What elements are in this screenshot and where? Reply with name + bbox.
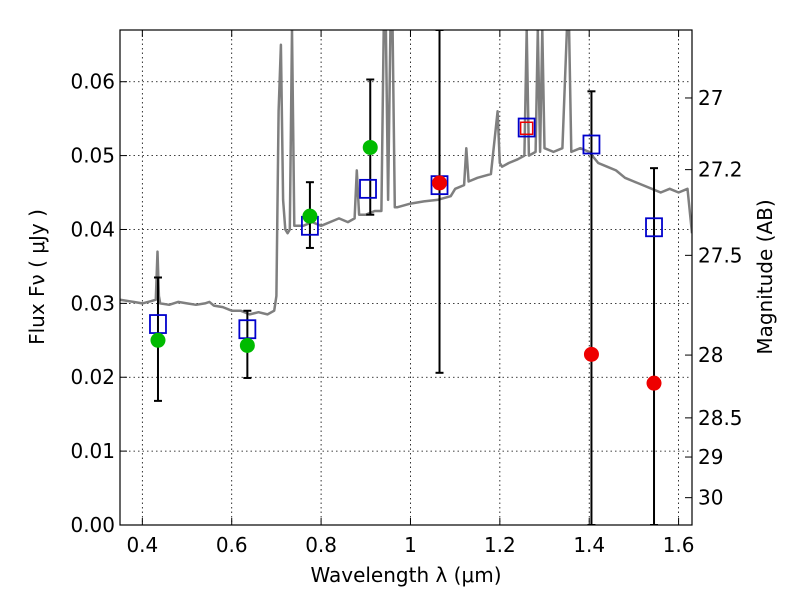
green-observed-point [362,139,378,155]
y-tick-label: 0.06 [70,70,115,94]
magnitude-tick-label: 27.5 [698,243,743,267]
y-tick-label: 0.03 [70,291,115,315]
plot-frame [119,29,693,526]
x-tick-label: 1.4 [573,533,605,557]
magnitude-tick-label: 30 [698,486,723,510]
model-square-point [645,217,663,238]
green-observed-point [239,337,255,353]
x-axis-title: Wavelength λ (μm) [310,563,501,587]
green-observed-point [302,208,318,224]
green-observed-point [150,332,166,348]
plot-background [120,30,692,525]
y-tick-label: 0.01 [70,439,115,463]
red-observed-point [583,346,599,362]
y-tick-label: 0.00 [70,513,115,537]
model-square-point [517,117,536,138]
spectrum-layer [120,30,692,316]
x-tick-label: 0.6 [216,533,248,557]
spectrum-line [120,30,692,316]
red-observed-point [646,375,662,391]
model-photometry [149,117,663,340]
y-axis-ticks: 0.00 0.01 0.02 0.03 0.04 0.05 0.06 [70,70,127,537]
x-tick-label: 0.8 [305,533,337,557]
magnitude-tick-label: 29 [698,445,723,469]
magnitude-tick-label: 28 [698,343,723,367]
magnitude-tick-label: 27.2 [698,158,743,182]
y-tick-label: 0.05 [70,144,115,168]
red-observed-point [432,175,448,191]
observed-photometry [150,121,662,391]
grid-lines [120,30,692,526]
model-square-point [359,178,377,199]
y-axis-title: Flux Fν ( μJy ) [25,209,49,345]
x-tick-label: 0.4 [126,533,158,557]
red-observed-square-point [519,121,534,136]
x-tick-label: 1.6 [663,533,695,557]
x-tick-label: 1.2 [484,533,516,557]
magnitude-tick-label: 27 [698,86,723,110]
y-tick-label: 0.02 [70,365,115,389]
x-axis-ticks: 0.4 0.6 0.8 1 1.2 1.4 1.6 [126,30,695,557]
y-tick-label: 0.04 [70,217,115,241]
x-tick-label: 1 [404,533,417,557]
magnitude-axis-ticks: 27 27.2 27.5 28 28.5 29 30 [685,86,743,510]
magnitude-axis-title: Magnitude (AB) [753,199,777,354]
model-square-point [582,134,601,155]
magnitude-tick-label: 28.5 [698,406,743,430]
